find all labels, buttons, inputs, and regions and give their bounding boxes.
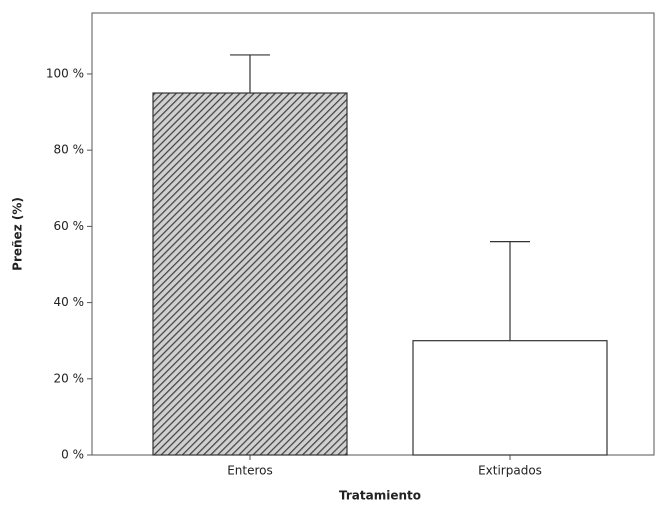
bar: [412, 340, 608, 456]
y-tick-label: 80 %: [54, 143, 85, 157]
x-tick-label: Extirpados: [478, 464, 542, 478]
plot-frame: [91, 12, 655, 456]
y-tick-label: 0 %: [61, 448, 84, 462]
y-axis-label: Preñez (%): [11, 197, 25, 271]
y-tick-label: 100 %: [46, 66, 84, 80]
x-axis-label: Tratamiento: [339, 489, 421, 503]
y-tick-label: 40 %: [54, 295, 85, 309]
y-tick-label: 20 %: [54, 371, 85, 385]
y-tick-label: 60 %: [54, 219, 85, 233]
x-tick-label: Enteros: [227, 464, 273, 478]
bar: [152, 92, 348, 456]
